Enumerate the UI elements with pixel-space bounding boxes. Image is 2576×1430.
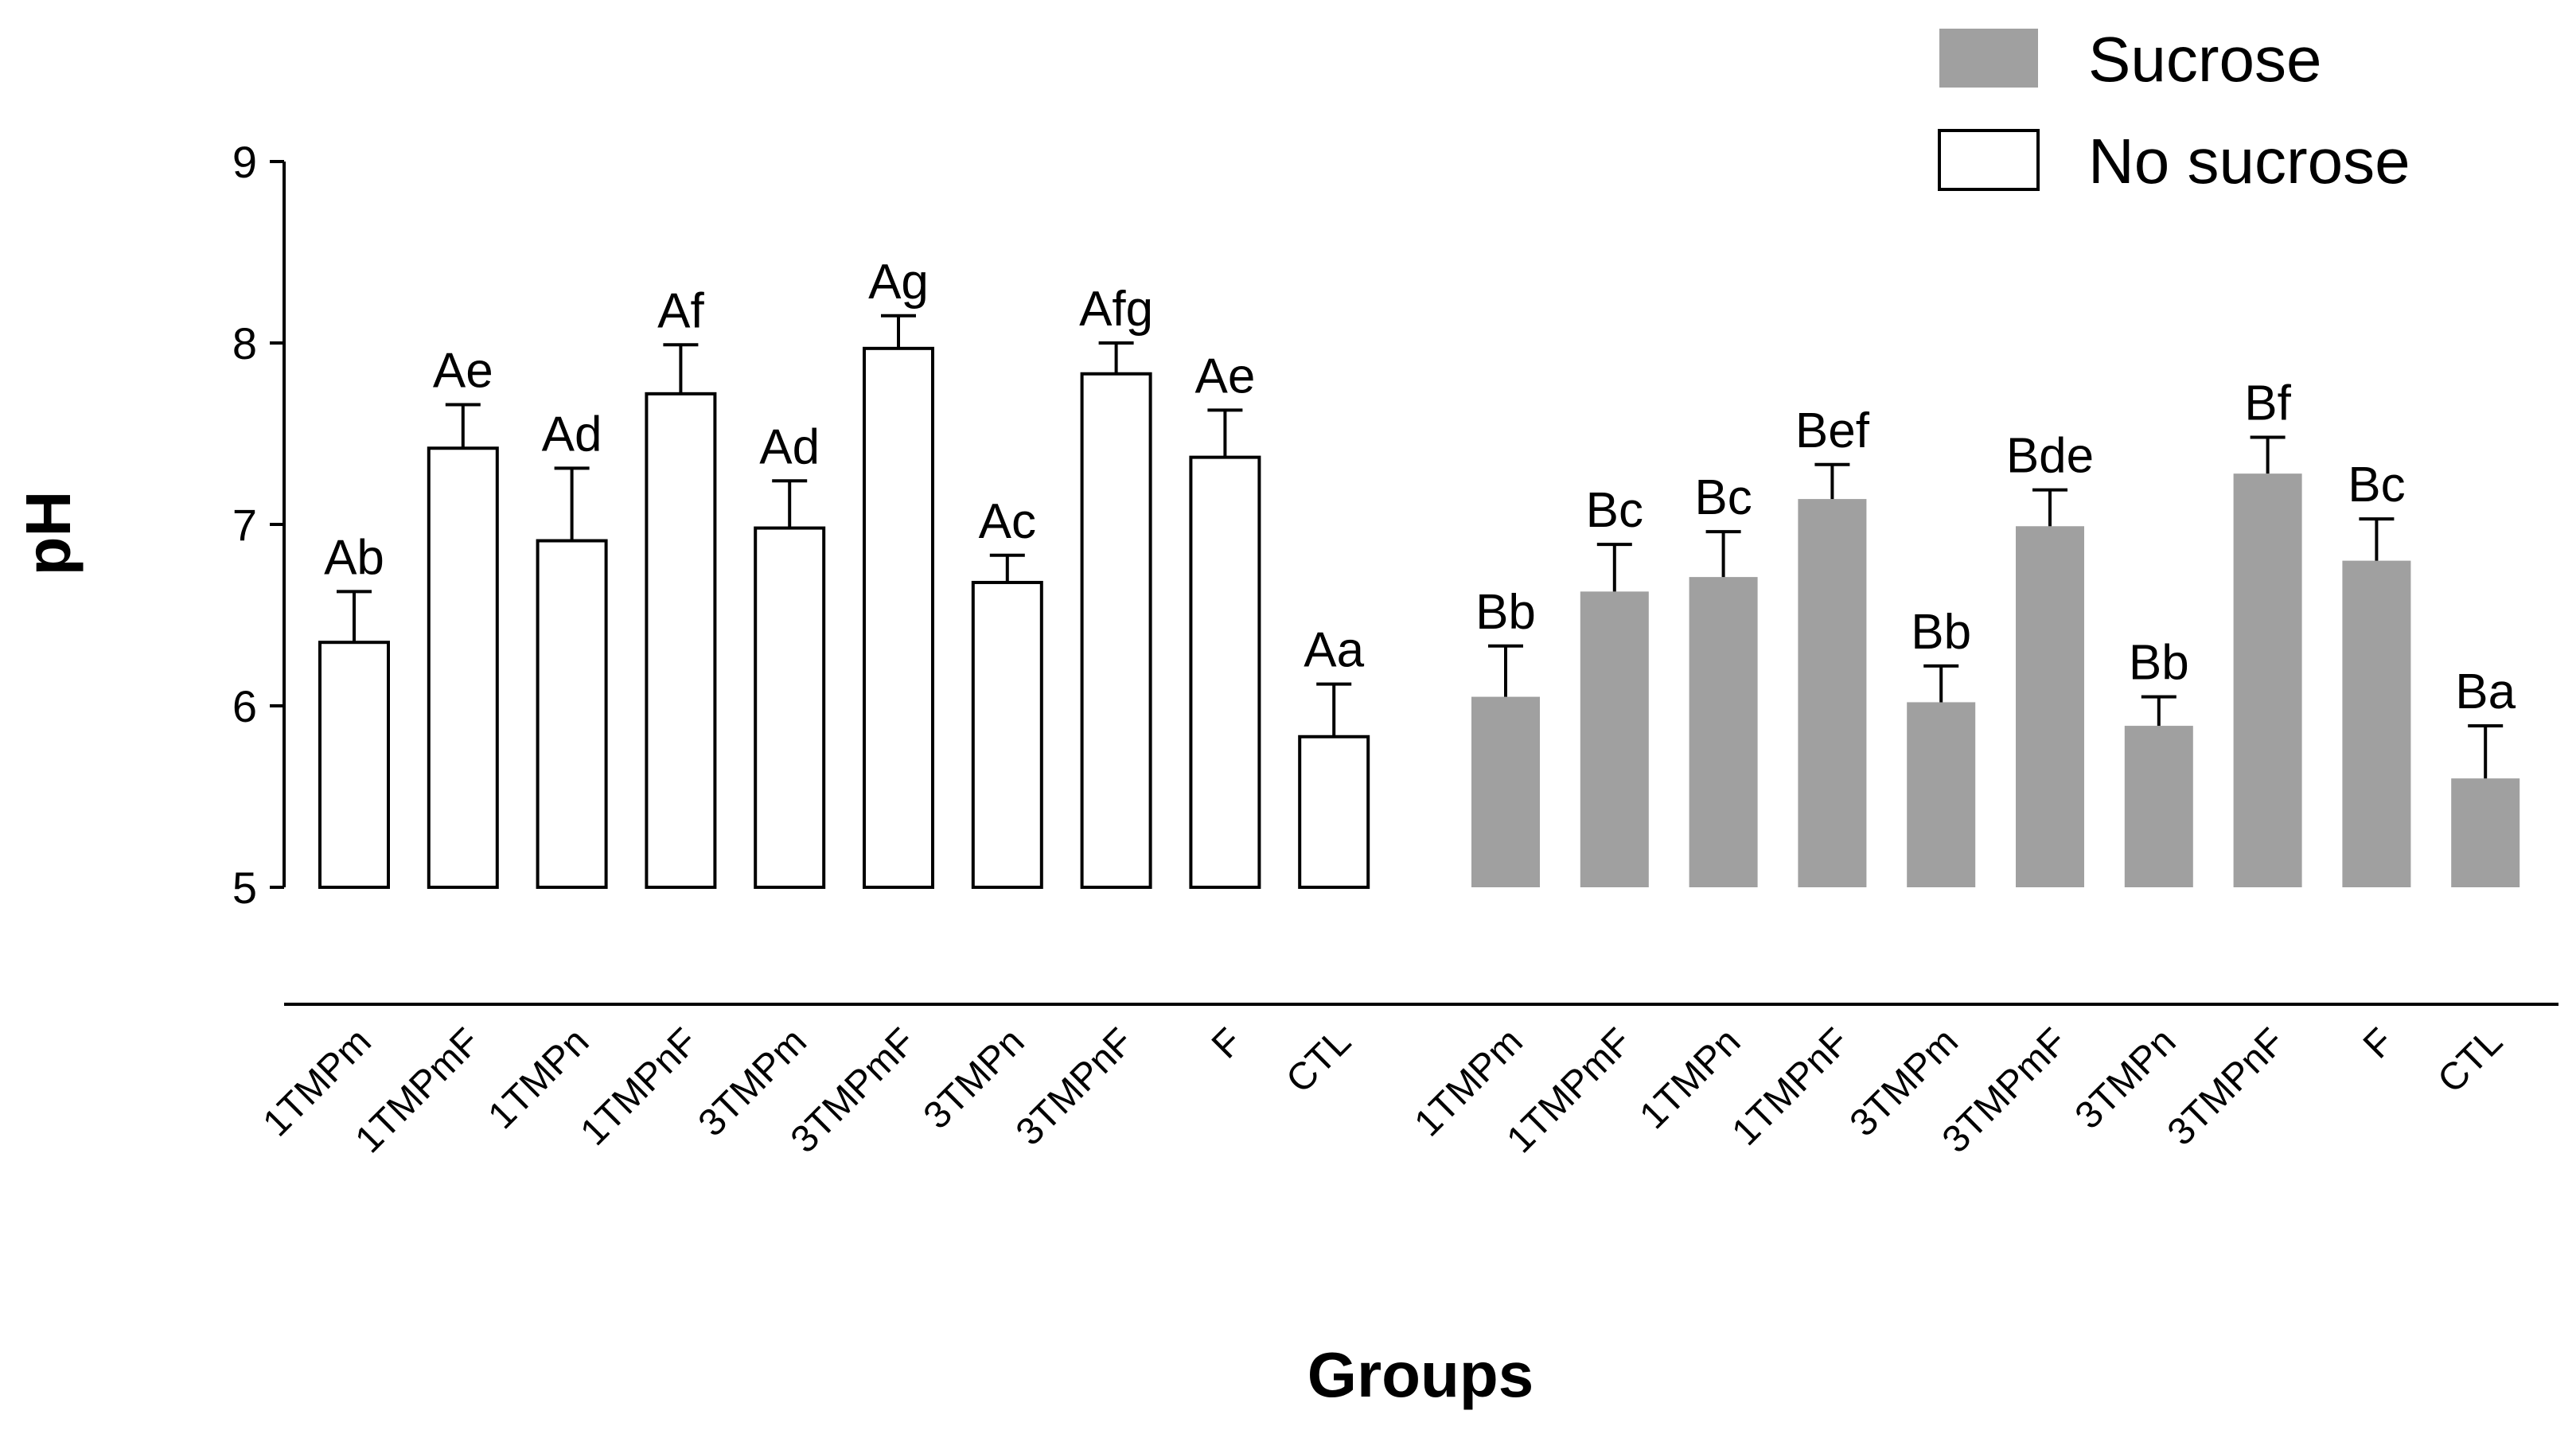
sucrose-category-label: F [2356, 1020, 2402, 1066]
no-sucrose-category-label: 3TMPnF [1008, 1020, 1142, 1154]
sucrose-bar [1471, 696, 1540, 887]
no-sucrose-category-label: F [1204, 1020, 1250, 1066]
no-sucrose-significance-label: Ab [324, 530, 384, 585]
sucrose-significance-label: Bde [2006, 429, 2094, 484]
bars: Ab Ae Ad Af Ad Ag Ac Afg Ae Aa Bb Bc Bc Bef Bb Bde Bb Bf B… [318, 255, 2520, 890]
sucrose-significance-label: Bf [2244, 376, 2291, 431]
no-sucrose-significance-label: Ae [433, 344, 493, 399]
y-axis: 5 6 7 8 9 [232, 137, 286, 913]
sucrose-category-label: 3TMPnF [2160, 1020, 2293, 1154]
no-sucrose-bar [536, 539, 608, 890]
legend-swatch [1938, 129, 2040, 191]
no-sucrose-bar [1298, 734, 1370, 890]
no-sucrose-significance-label: Ag [868, 255, 929, 310]
y-tick-label: 8 [232, 318, 257, 368]
no-sucrose-bar [1189, 455, 1261, 889]
sucrose-category-label: CTL [2430, 1020, 2511, 1101]
no-sucrose-significance-label: Af [657, 283, 704, 338]
no-sucrose-significance-label: Afg [1079, 282, 1153, 337]
no-sucrose-significance-label: Ac [979, 494, 1036, 549]
no-sucrose-significance-label: Aa [1304, 623, 1364, 678]
sucrose-significance-label: Bb [1475, 585, 1536, 640]
sucrose-significance-label: Ba [2455, 664, 2516, 719]
no-sucrose-category-label: CTL [1278, 1020, 1359, 1101]
sucrose-bar [1907, 702, 1976, 887]
sucrose-significance-label: Bb [2129, 636, 2189, 691]
y-axis-title: pH [13, 491, 84, 576]
sucrose-bar [1580, 591, 1649, 887]
y-tick-label: 9 [232, 137, 257, 187]
sucrose-bar [1689, 577, 1758, 887]
no-sucrose-category-label: 1TMPnF [573, 1020, 707, 1154]
no-sucrose-bar [1080, 372, 1152, 889]
sucrose-significance-label: Bef [1795, 403, 1870, 458]
no-sucrose-bar [863, 346, 934, 889]
no-sucrose-significance-label: Ad [759, 419, 820, 474]
sucrose-significance-label: Bb [1911, 605, 1971, 660]
no-sucrose-bar [427, 446, 499, 889]
sucrose-significance-label: Bc [2348, 458, 2405, 512]
no-sucrose-significance-label: Ae [1194, 349, 1255, 403]
sucrose-bar [2016, 526, 2084, 887]
legend-label: No sucrose [2088, 126, 2410, 197]
y-tick-label: 5 [232, 863, 257, 913]
sucrose-significance-label: Bc [1694, 470, 1752, 525]
sucrose-bar [2124, 726, 2193, 887]
sucrose-bar [2451, 778, 2520, 887]
no-sucrose-significance-label: Ad [542, 407, 602, 462]
no-sucrose-bar [645, 392, 717, 889]
legend: Sucrose No sucrose [1938, 24, 2410, 197]
sucrose-bar [1798, 499, 1867, 887]
sucrose-category-label: 1TMPnF [1724, 1020, 1858, 1154]
sucrose-bar [2342, 560, 2411, 887]
y-tick-label: 7 [232, 500, 257, 550]
legend-swatch [1939, 29, 2038, 88]
no-sucrose-bar [318, 641, 390, 889]
no-sucrose-bar [971, 580, 1043, 890]
x-axis-title: Groups [1307, 1339, 1534, 1410]
sucrose-significance-label: Bc [1586, 483, 1643, 538]
x-axis: 1TMPm1TMPmF1TMPn1TMPnF3TMPm3TMPmF3TMPn3T… [255, 1003, 2558, 1161]
legend-label: Sucrose [2088, 24, 2321, 95]
sucrose-bar [2233, 473, 2302, 887]
y-tick-label: 6 [232, 681, 257, 731]
no-sucrose-bar [754, 526, 826, 889]
